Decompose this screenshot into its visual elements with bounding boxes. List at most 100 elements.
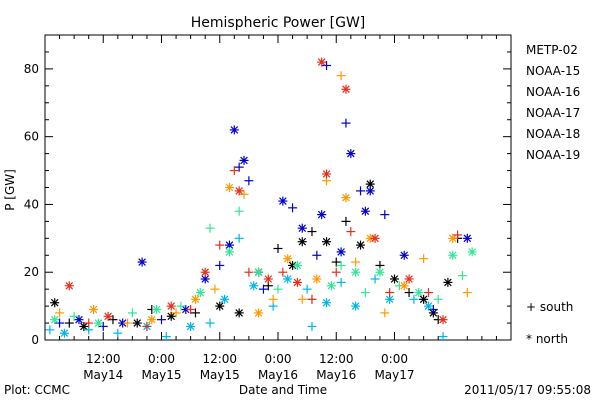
data-point [302, 284, 312, 294]
data-point [428, 305, 438, 314]
data-point [360, 288, 370, 298]
chart-title: Hemispheric Power [GW] [191, 15, 366, 31]
data-point [234, 186, 244, 196]
marker-stroke [138, 258, 146, 266]
marker-stroke [439, 315, 447, 324]
data-point [89, 305, 99, 314]
data-point [224, 183, 234, 192]
data-point [322, 298, 332, 308]
y-tick-label: 20 [24, 265, 39, 279]
data-point [341, 118, 351, 128]
marker-stroke [317, 58, 326, 66]
legend-south-marker: + south [526, 300, 573, 314]
data-point [448, 250, 458, 260]
marker-stroke [147, 315, 156, 324]
data-point [205, 223, 215, 233]
data-point [278, 196, 288, 206]
data-point [307, 321, 317, 331]
data-point [360, 206, 370, 216]
data-point [457, 271, 467, 281]
marker-stroke [327, 281, 336, 290]
data-point [234, 233, 244, 243]
data-point [84, 318, 94, 328]
data-point [423, 301, 433, 311]
x-axis-label: Date and Time [239, 383, 327, 397]
data-point [317, 210, 327, 220]
marker-stroke [366, 180, 375, 188]
data-point [404, 274, 414, 284]
data-point [132, 318, 142, 328]
marker-stroke [322, 298, 331, 307]
data-point [370, 233, 380, 243]
marker-stroke [104, 312, 112, 321]
data-point [375, 267, 385, 277]
data-point [113, 328, 123, 338]
data-point [336, 260, 346, 270]
data-point [292, 260, 302, 270]
marker-stroke [50, 298, 59, 307]
data-point [462, 233, 472, 243]
marker-stroke [220, 295, 229, 304]
data-point [292, 277, 302, 287]
data-point [404, 288, 414, 298]
data-point [98, 321, 108, 331]
data-point [331, 267, 341, 277]
data-point [297, 294, 307, 304]
marker-stroke [201, 268, 209, 277]
data-point [351, 267, 361, 277]
data-point [356, 186, 366, 196]
data-point [254, 308, 264, 318]
data-point [341, 216, 351, 226]
data-point [385, 288, 395, 298]
marker-stroke [167, 312, 176, 321]
data-point [239, 189, 249, 199]
data-point [423, 288, 433, 298]
data-point [336, 71, 346, 81]
x-tick-label-date: May15 [200, 368, 240, 382]
x-tick-label-time: 0:00 [265, 352, 292, 366]
data-point [341, 84, 351, 94]
data-point [370, 274, 380, 284]
data-point [307, 227, 317, 237]
data-point [326, 281, 336, 291]
data-point [64, 318, 74, 328]
marker-stroke [186, 322, 195, 331]
data-point [419, 294, 429, 304]
legend-entry: METP-02 [526, 43, 578, 57]
data-point [152, 305, 162, 314]
data-point [317, 57, 327, 67]
data-point [351, 257, 361, 267]
marker-stroke [201, 275, 209, 283]
legend-entry: NOAA-16 [526, 85, 580, 99]
data-point [433, 294, 443, 304]
marker-stroke [254, 309, 263, 317]
marker-stroke [424, 302, 433, 310]
marker-stroke [342, 193, 350, 202]
marker-stroke [235, 187, 243, 195]
data-point [190, 308, 200, 318]
data-point [50, 315, 60, 325]
data-point [127, 308, 137, 318]
marker-stroke [293, 261, 302, 270]
marker-stroke [322, 170, 331, 178]
data-point [409, 294, 419, 304]
marker-stroke [385, 295, 394, 304]
data-point [215, 301, 225, 311]
marker-stroke [89, 305, 98, 314]
data-point [74, 315, 84, 325]
x-tick-label-date: May17 [374, 368, 414, 382]
data-point [69, 311, 79, 321]
data-point [45, 325, 55, 335]
plot-area: 0 20 40 60 80 12:00 May14 0:00 May15 12:00 May15 0:… [24, 34, 512, 382]
data-point [186, 321, 196, 331]
marker-stroke [60, 329, 69, 338]
marker-stroke [152, 305, 161, 314]
marker-stroke [400, 251, 409, 260]
data-point [356, 240, 366, 250]
x-tick-label-date: May15 [141, 368, 181, 382]
data-point [108, 315, 118, 325]
marker-stroke [65, 281, 74, 290]
data-point [244, 176, 254, 186]
marker-stroke [249, 281, 258, 290]
data-point [224, 247, 234, 257]
